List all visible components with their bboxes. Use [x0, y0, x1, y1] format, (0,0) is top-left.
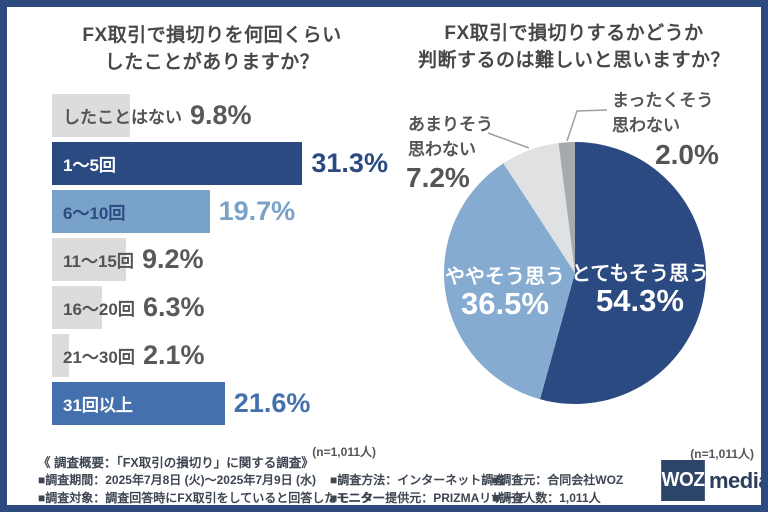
survey-overview-row2: ■調査対象：調査回答時にFX取引をしていると回答したモニター ■モニター提供元：… [38, 490, 663, 505]
pie-chart-title-line1: FX取引で損切りするかどうか [444, 23, 704, 44]
pie-value-strongly-disagree: 2.0% [655, 139, 719, 170]
pie-label-somewhat-disagree: あまりそう 思わない [408, 112, 493, 162]
pie-chart-title-line2: 判断するのは難しいと思いますか？ [417, 50, 730, 71]
bar-chart-section: FX取引で損切りを何回くらい したことがありますか？ したことはない 9.8% 1〜… [34, 22, 390, 462]
bar-row-4: 16〜20回 6.3% [52, 286, 390, 329]
bar-6 [52, 382, 225, 425]
bar-category-label: 1〜5回 [63, 156, 116, 175]
bar-row-1: 1〜5回 31.3% [52, 142, 390, 185]
pie-value-strongly-agree: 54.3% [596, 283, 684, 318]
bar-value-label: 2.1% [143, 340, 205, 370]
bar-chart-title: FX取引で損切りを何回くらい したことがありますか？ [34, 22, 390, 76]
pie-label-somewhat-disagree-line2: 思わない [408, 140, 476, 159]
survey-target: ■調査対象：調査回答時にFX取引をしていると回答したモニター [38, 491, 385, 505]
survey-source: ■調査元：合同会社WOZ [492, 473, 624, 487]
woz-logo-text: media [709, 467, 768, 493]
bar-value-label: 19.7% [218, 196, 296, 226]
pie-label-somewhat-agree: ややそう思う [445, 266, 565, 288]
bar-value-label: 9.8% [190, 100, 252, 130]
bar-value-label: 21.6% [233, 388, 311, 418]
pie-chart-section: FX取引で損切りするかどうか 判断するのは難しいと思いますか？ あまりそう 思わ… [390, 20, 758, 465]
woz-logo-mark: WOZ [661, 460, 705, 501]
bar-4 [52, 286, 103, 329]
leader-line-somewhat-disagree [487, 132, 530, 149]
bar-row-2: 6〜10回 19.7% [52, 190, 390, 233]
bar-category-label: 11〜15回 [63, 252, 134, 271]
bar-row-6: 31回以上 21.6% [52, 382, 390, 425]
pie-label-somewhat-disagree-line1: あまりそう [408, 115, 493, 134]
pie-value-somewhat-agree: 36.5% [461, 286, 549, 321]
bar-3 [52, 238, 126, 281]
pie-label-strongly-disagree: まったくそう 思わない [612, 88, 713, 138]
survey-method: ■調査方法：インターネット調査 [330, 473, 506, 487]
sample-size-bar-chart: (n=1,011人) [312, 445, 376, 459]
pie-label-strongly-agree: とてもそう思う [571, 263, 709, 285]
pie-slice-somewhat-disagree [503, 143, 575, 273]
bar-value-label: 9.2% [142, 244, 204, 274]
pie-svg [443, 109, 706, 405]
bar-row-3: 11〜15回 9.2% [52, 238, 390, 281]
bar-value-label: 31.3% [311, 148, 388, 178]
bar-1 [52, 142, 303, 185]
bar-category-label: したことはない [63, 108, 182, 127]
pie-label-strongly-disagree-line1: まったくそう [612, 91, 714, 110]
bar-2 [52, 190, 210, 233]
woz-media-logo: WOZ media [660, 460, 768, 501]
pie-label-strongly-disagree-line2: 思わない [612, 116, 680, 135]
pie-slices [443, 142, 706, 405]
survey-overview-row1: ■調査期間：2025年7月8日 (火)〜2025年7月9日 (水) ■調査方法：… [38, 472, 663, 489]
bar-row-0: したことはない 9.8% [52, 94, 390, 137]
pie-slice-strongly-agree [540, 142, 706, 405]
survey-overview-heading: 《 調査概要：「FX取引の損切り」に関する調査》 [38, 456, 314, 470]
pie-slice-strongly-disagree [558, 142, 575, 273]
bar-5 [52, 334, 69, 377]
bar-row-5: 21〜30回 2.1% [52, 334, 390, 377]
pie-slice-somewhat-agree [443, 163, 575, 400]
bar-0 [52, 94, 131, 137]
survey-respondents: ■調査人数：1,011人 [492, 491, 601, 505]
survey-overview-footer: 《 調査概要：「FX取引の損切り」に関する調査》 ■調査期間：2025年7月8日… [38, 455, 663, 505]
survey-monitor-provider: ■モニター提供元：PRIZMAリサーチ [330, 491, 528, 505]
survey-period: ■調査期間：2025年7月8日 (火)〜2025年7月9日 (水) [38, 473, 316, 487]
bar-chart-title-line2: したことがありますか？ [104, 52, 320, 73]
leader-line-strongly-disagree [566, 109, 608, 142]
bar-category-label: 31回以上 [63, 396, 133, 415]
bar-category-label: 6〜10回 [63, 204, 126, 223]
bar-category-label: 21〜30回 [63, 348, 135, 367]
bar-category-label: 16〜20回 [63, 300, 135, 319]
pie-chart-title: FX取引で損切りするかどうか 判断するのは難しいと思いますか？ [390, 20, 758, 74]
bar-value-label: 6.3% [143, 292, 205, 322]
bar-chart-title-line1: FX取引で損切りを何回くらい [82, 25, 342, 46]
sample-size-pie-chart: (n=1,011人) [690, 447, 754, 461]
bar-rows: したことはない 9.8% 1〜5回 31.3% 6〜10回 19.7% 11〜15回 9.2%… [52, 94, 390, 430]
pie-value-somewhat-disagree: 7.2% [406, 162, 470, 193]
